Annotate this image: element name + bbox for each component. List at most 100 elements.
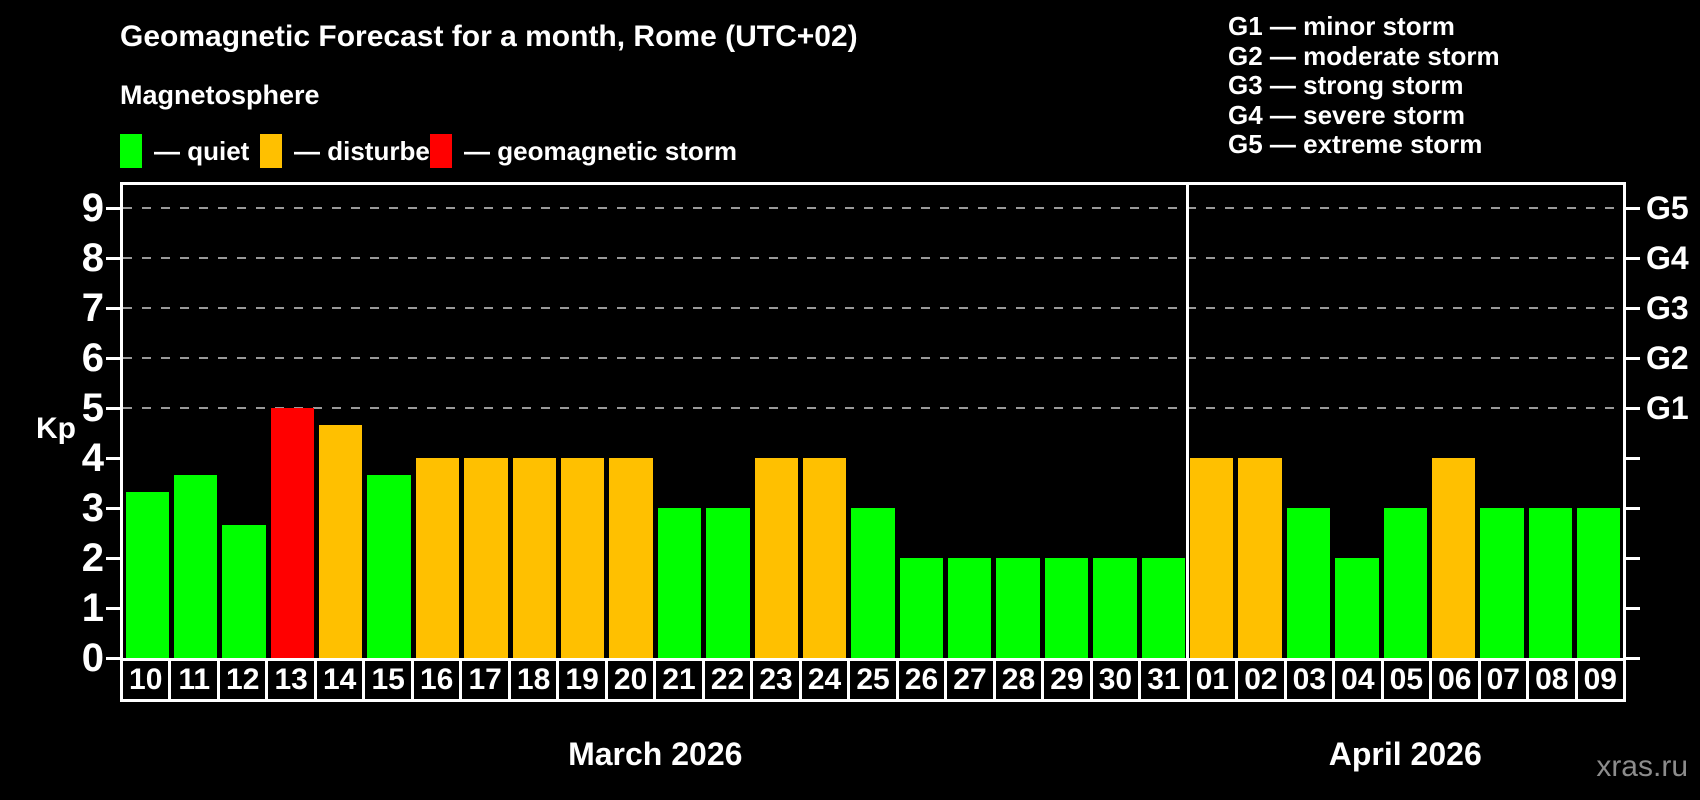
- kp-bar-day-16: [415, 458, 460, 658]
- plot-area: [120, 182, 1626, 661]
- kp-bar-day-24: [802, 458, 847, 658]
- y-tick-left-1: [106, 606, 120, 610]
- day-label-cell: 01: [1186, 658, 1239, 702]
- month-label-march: March 2026: [568, 736, 743, 772]
- day-label-cell: 12: [216, 658, 269, 702]
- y-tick-right-2: [1626, 556, 1640, 560]
- kp-bar-day-23: [754, 458, 798, 658]
- gridline-kp-5: [123, 407, 1623, 409]
- day-label-cell: 07: [1477, 658, 1530, 702]
- gridline-kp-9: [123, 207, 1623, 209]
- day-label-cell: 21: [653, 658, 705, 702]
- day-label-cell: 30: [1089, 658, 1142, 702]
- day-label-cell: 06: [1429, 658, 1481, 702]
- storm-scale-line-3: G3 — strong storm: [1228, 70, 1464, 100]
- watermark: xras.ru: [1596, 750, 1688, 783]
- kp-bar-day-30: [1093, 558, 1137, 658]
- legend-item-quiet: — quiet: [120, 132, 249, 170]
- y-tick-left-4: [106, 456, 120, 460]
- storm-scale-legend: G1 — minor storm G2 — moderate storm G3 — …: [1228, 11, 1500, 160]
- day-label-cell: 25: [847, 658, 899, 702]
- y-tick-label-7: 7: [81, 286, 104, 330]
- day-label-cell: 09: [1574, 658, 1627, 702]
- magnetosphere-legend-heading: Magnetosphere: [120, 80, 320, 110]
- kp-bar-day-29: [1044, 558, 1089, 658]
- kp-bar-day-15: [367, 474, 411, 658]
- kp-bar-day-19: [560, 458, 605, 658]
- day-label-cell: 27: [944, 658, 996, 702]
- gridline-kp-8: [123, 257, 1623, 259]
- y-tick-left-3: [106, 506, 120, 510]
- day-axis-row: 10 11 12 13 14 15 16 17 18 19 20 21 22 23 24 25 26 27 28 29…: [120, 658, 1627, 702]
- day-label-cell: 13: [265, 658, 317, 702]
- y-tick-left-8: [106, 256, 120, 260]
- kp-bar-day-27: [948, 558, 992, 658]
- magnetosphere-legend: — quiet — disturbed — geomagnetic storm: [120, 132, 920, 170]
- day-label-cell: 16: [410, 658, 463, 702]
- day-label-cell: 18: [507, 658, 560, 702]
- legend-swatch-quiet: [120, 134, 142, 168]
- gridline-kp-6: [123, 357, 1623, 359]
- kp-bar-day-08: [1528, 508, 1573, 658]
- storm-scale-line-1: G1 — minor storm: [1228, 11, 1455, 41]
- legend-item-storm: — geomagnetic storm: [430, 132, 737, 170]
- y-axis-label: Kp: [36, 412, 76, 445]
- day-label-cell: 26: [895, 658, 948, 702]
- y-tick-right-5: [1626, 406, 1640, 410]
- kp-bar-day-09: [1577, 508, 1621, 658]
- y-tick-label-1: 1: [81, 586, 104, 630]
- gridline-kp-7: [123, 307, 1623, 309]
- y-tick-label-3: 3: [81, 486, 104, 530]
- y-tick-label-5: 5: [81, 386, 104, 430]
- y-tick-left-6: [106, 356, 120, 360]
- y-tick-left-0: [106, 656, 120, 660]
- legend-label-quiet: — quiet: [154, 135, 250, 166]
- y-tick-label-8: 8: [81, 236, 104, 280]
- day-label-cell: 04: [1332, 658, 1384, 702]
- y-tick-right-4: [1626, 456, 1640, 460]
- day-label-cell: 14: [313, 658, 366, 702]
- y-tick-right-7: [1626, 306, 1640, 310]
- day-label-cell: 03: [1283, 658, 1336, 702]
- y-tick-label-0: 0: [81, 636, 104, 680]
- day-label-cell: 19: [556, 658, 608, 702]
- y-tick-right-3: [1626, 506, 1640, 510]
- kp-bar-day-10: [125, 491, 169, 658]
- kp-bar-day-25: [851, 508, 895, 658]
- y-tick-left-7: [106, 306, 120, 310]
- y-tick-left-5: [106, 406, 120, 410]
- y-tick-left-2: [106, 556, 120, 560]
- kp-bar-day-14: [319, 424, 363, 658]
- y-tick-label-4: 4: [81, 436, 104, 480]
- day-label-cell: 28: [992, 658, 1045, 702]
- day-label-cell: 17: [459, 658, 511, 702]
- kp-bar-day-28: [996, 558, 1040, 658]
- day-label-cell: 11: [168, 658, 220, 702]
- storm-scale-line-5: G5 — extreme storm: [1228, 129, 1483, 159]
- y-tick-right-8: [1626, 256, 1640, 260]
- kp-bar-day-17: [464, 458, 508, 658]
- kp-bar-day-01: [1190, 458, 1234, 658]
- right-axis-label-G1: G1: [1646, 390, 1689, 426]
- month-separator: [1186, 185, 1190, 658]
- storm-scale-line-4: G4 — severe storm: [1228, 99, 1466, 130]
- y-tick-right-6: [1626, 356, 1640, 360]
- kp-bar-day-06: [1431, 458, 1476, 658]
- storm-scale-line-2: G2 — moderate storm: [1228, 40, 1500, 71]
- day-label-cell: 15: [362, 658, 414, 702]
- legend-swatch-storm: [430, 134, 452, 168]
- y-tick-right-9: [1626, 206, 1640, 210]
- kp-bar-day-02: [1238, 458, 1282, 658]
- right-axis-label-G5: G5: [1646, 190, 1689, 226]
- kp-bar-day-20: [609, 458, 653, 658]
- legend-label-storm: — geomagnetic storm: [464, 135, 738, 166]
- kp-bar-day-22: [706, 508, 750, 658]
- legend-swatch-disturbed: [260, 134, 282, 168]
- day-label-cell: 22: [701, 658, 754, 702]
- legend-item-disturbed: — disturbed: [260, 132, 446, 170]
- y-tick-label-2: 2: [81, 536, 104, 580]
- day-label-cell: 31: [1138, 658, 1190, 702]
- chart-title: Geomagnetic Forecast for a month, Rome (…: [120, 20, 858, 53]
- kp-bar-day-18: [512, 458, 556, 658]
